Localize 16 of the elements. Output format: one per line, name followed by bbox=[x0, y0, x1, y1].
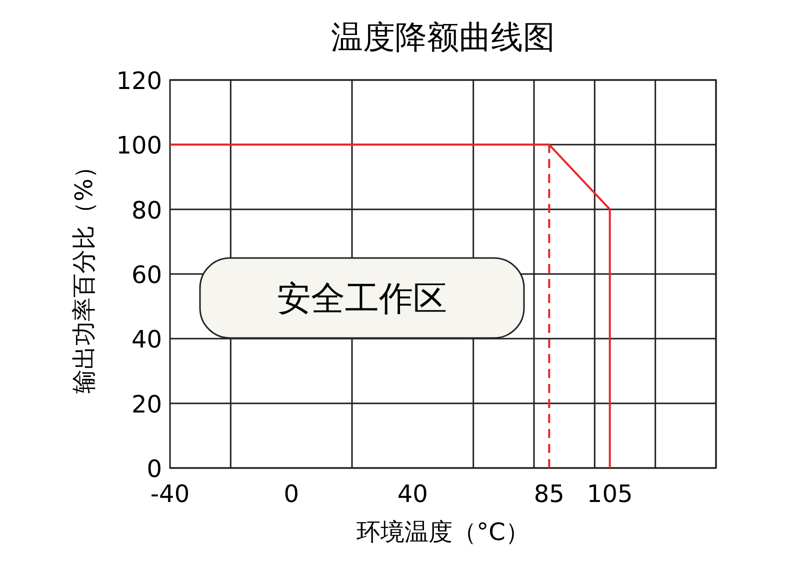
y-tick-label: 80 bbox=[131, 196, 162, 224]
x-tick-label: -40 bbox=[150, 480, 190, 508]
y-tick-label: 120 bbox=[116, 67, 162, 95]
y-axis-title: 输出功率百分比（%） bbox=[70, 154, 98, 394]
x-tick-label: 40 bbox=[397, 480, 428, 508]
y-tick-label: 100 bbox=[116, 132, 162, 160]
y-tick-label: 0 bbox=[146, 455, 162, 483]
x-axis-title: 环境温度（°C） bbox=[356, 518, 530, 546]
y-tick-label: 60 bbox=[131, 261, 162, 289]
y-tick-label: 40 bbox=[131, 326, 162, 354]
chart-title: 温度降额曲线图 bbox=[331, 18, 555, 56]
x-tick-label: 85 bbox=[534, 480, 564, 508]
x-tick-label: 0 bbox=[284, 480, 299, 508]
annotation: 安全工作区 bbox=[277, 279, 447, 319]
x-tick-label: 105 bbox=[586, 480, 633, 508]
y-tick-label: 20 bbox=[131, 390, 162, 418]
